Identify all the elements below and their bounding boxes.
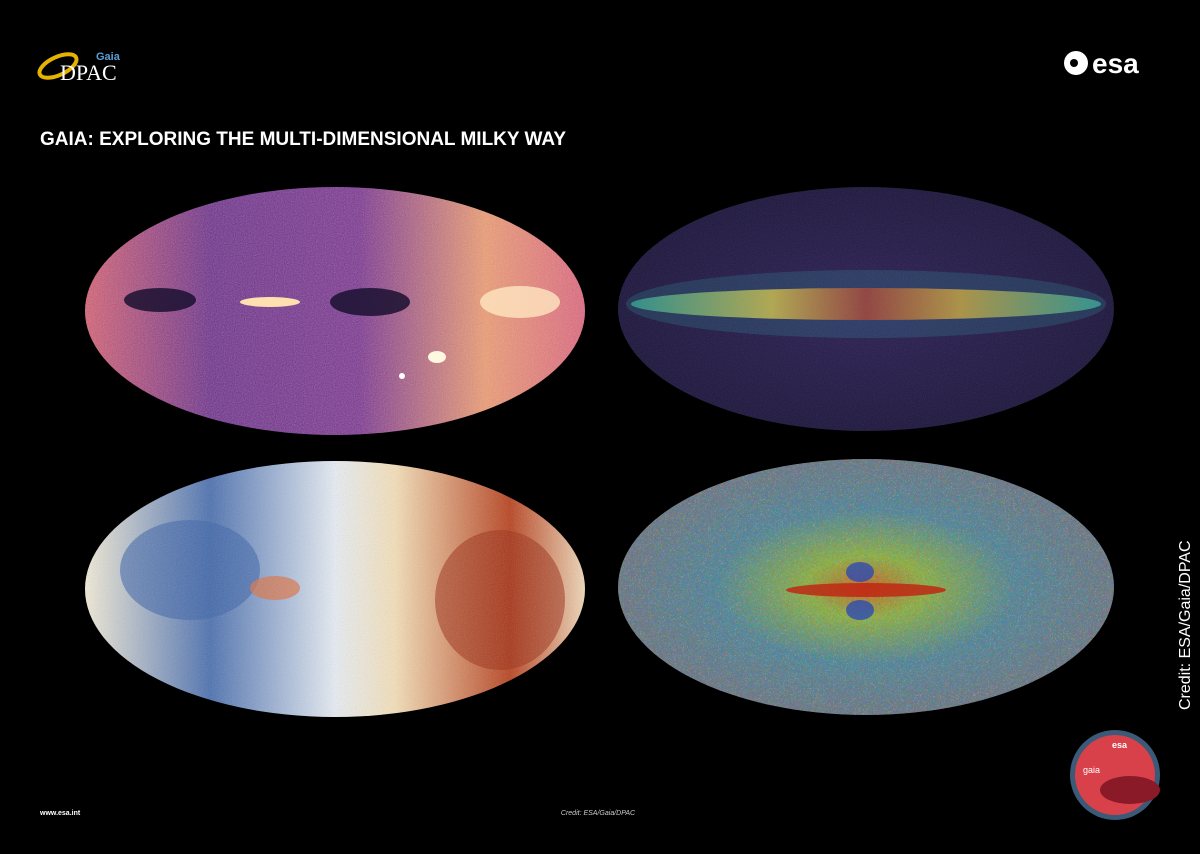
poster-title: GAIA: EXPLORING THE MULTI-DIMENSIONAL MI… — [40, 129, 566, 150]
esa-wordmark: esa — [1092, 48, 1139, 79]
esa-mark-dot — [1070, 59, 1078, 67]
dpac-logo: Gaia DPAC — [37, 51, 121, 85]
badge-spacecraft — [1100, 776, 1160, 804]
esa-logo: esa — [1064, 48, 1139, 79]
logo-brand: Gaia — [96, 51, 121, 63]
logo-name: DPAC — [60, 60, 117, 85]
footer-url: www.esa.int — [39, 810, 81, 817]
sky-map-dust — [618, 187, 1114, 431]
logo-swoosh — [37, 52, 79, 80]
sky-map-velocity — [85, 461, 585, 717]
badge-agency: esa — [1112, 740, 1128, 750]
sky-map-density — [85, 187, 585, 435]
sky-map-chemistry — [618, 459, 1114, 715]
side-credit: Credit: ESA/Gaia/DPAC — [1177, 540, 1194, 710]
gaia-badge: esa gaia — [1070, 730, 1160, 820]
footer-credit: Credit: ESA/Gaia/DPAC — [561, 810, 636, 817]
badge-mission: gaia — [1083, 765, 1100, 775]
